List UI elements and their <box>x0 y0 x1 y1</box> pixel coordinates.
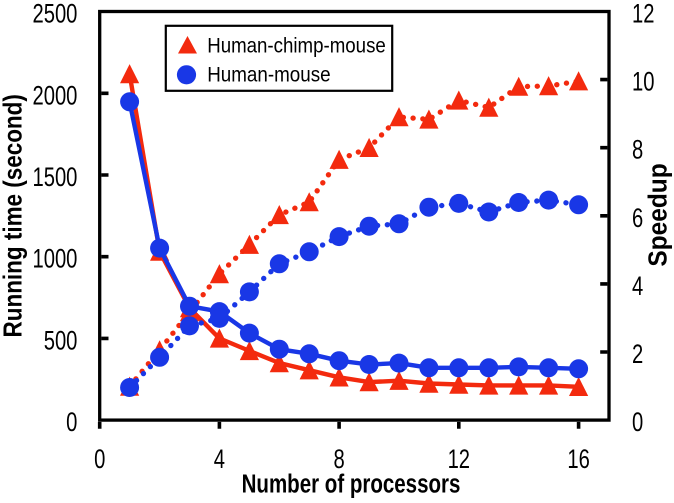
svg-text:500: 500 <box>44 326 78 357</box>
svg-text:4: 4 <box>214 444 225 475</box>
svg-text:4: 4 <box>632 271 643 302</box>
svg-text:2: 2 <box>632 339 643 370</box>
svg-text:10: 10 <box>632 67 654 98</box>
svg-text:0: 0 <box>66 407 77 438</box>
svg-text:Number of processors: Number of processors <box>242 469 461 498</box>
svg-text:0: 0 <box>94 444 105 475</box>
svg-text:12: 12 <box>632 0 654 29</box>
svg-text:16: 16 <box>567 444 589 475</box>
svg-text:2500: 2500 <box>32 0 77 29</box>
svg-text:0: 0 <box>632 407 643 438</box>
svg-text:12: 12 <box>448 444 470 475</box>
svg-text:8: 8 <box>632 135 643 166</box>
svg-text:6: 6 <box>632 203 643 234</box>
svg-text:1000: 1000 <box>32 244 77 275</box>
svg-text:2000: 2000 <box>32 81 77 112</box>
svg-text:Human-chimp-mouse: Human-chimp-mouse <box>207 34 386 57</box>
svg-text:1500: 1500 <box>32 162 77 193</box>
svg-text:8: 8 <box>333 444 344 475</box>
svg-text:Speedup: Speedup <box>644 163 673 266</box>
svg-text:Running time (second): Running time (second) <box>0 94 28 337</box>
svg-text:Human-mouse: Human-mouse <box>207 63 330 86</box>
